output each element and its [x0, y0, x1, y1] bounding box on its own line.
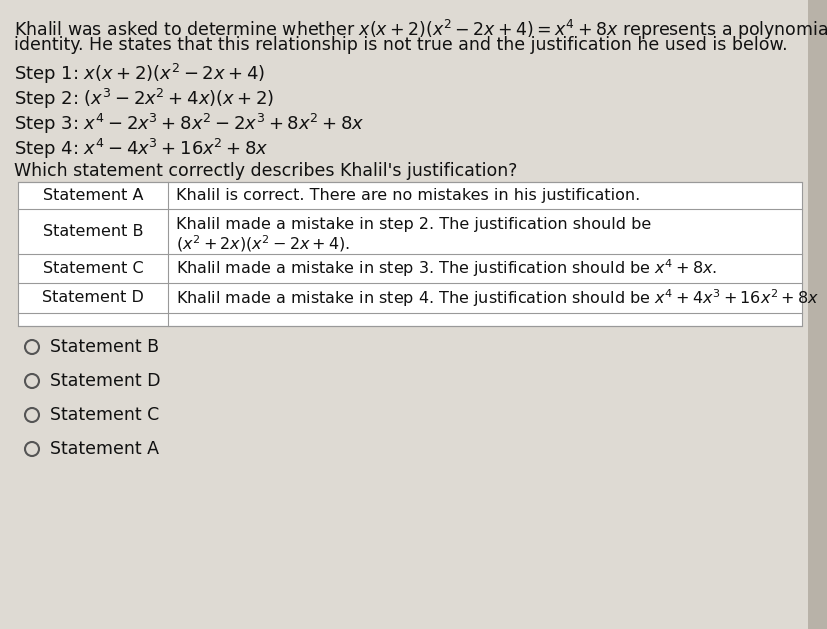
Text: Statement A: Statement A — [43, 188, 143, 203]
Text: Statement B: Statement B — [50, 338, 159, 356]
Text: Khalil was asked to determine whether $x(x+2)(x^2-2x+4)=x^4+8x$ represents a pol: Khalil was asked to determine whether $x… — [14, 18, 827, 42]
Text: Step 4: $x^4-4x^3+16x^2+8x$: Step 4: $x^4-4x^3+16x^2+8x$ — [14, 137, 269, 161]
Text: Statement C: Statement C — [50, 406, 159, 424]
Text: Statement A: Statement A — [50, 440, 159, 458]
Text: Step 3: $x^4-2x^3+8x^2-2x^3+8x^2+8x$: Step 3: $x^4-2x^3+8x^2-2x^3+8x^2+8x$ — [14, 112, 364, 136]
Text: Statement C: Statement C — [43, 261, 143, 276]
Text: Statement B: Statement B — [43, 224, 143, 239]
Text: Which statement correctly describes Khalil's justification?: Which statement correctly describes Khal… — [14, 162, 517, 180]
Text: identity. He states that this relationship is not true and the justification he : identity. He states that this relationsh… — [14, 36, 786, 54]
Text: Khalil made a mistake in step 4. The justification should be $x^4+4x^3+16x^2+8x$: Khalil made a mistake in step 4. The jus… — [176, 287, 818, 309]
Text: Statement D: Statement D — [50, 372, 160, 390]
Text: Statement D: Statement D — [42, 291, 144, 306]
Text: Step 1: $x(x+2)(x^2-2x+4)$: Step 1: $x(x+2)(x^2-2x+4)$ — [14, 62, 265, 86]
Bar — [807, 0, 827, 629]
Text: Khalil is correct. There are no mistakes in his justification.: Khalil is correct. There are no mistakes… — [176, 188, 639, 203]
Text: Khalil made a mistake in step 3. The justification should be $x^4+8x$.: Khalil made a mistake in step 3. The jus… — [176, 258, 716, 279]
Text: Khalil made a mistake in step 2. The justification should be: Khalil made a mistake in step 2. The jus… — [176, 216, 651, 231]
Bar — [18, 182, 801, 326]
Text: $(x^2+2x)(x^2-2x+4)$.: $(x^2+2x)(x^2-2x+4)$. — [176, 233, 350, 254]
Text: Step 2: $(x^3-2x^2+4x)(x+2)$: Step 2: $(x^3-2x^2+4x)(x+2)$ — [14, 87, 274, 111]
